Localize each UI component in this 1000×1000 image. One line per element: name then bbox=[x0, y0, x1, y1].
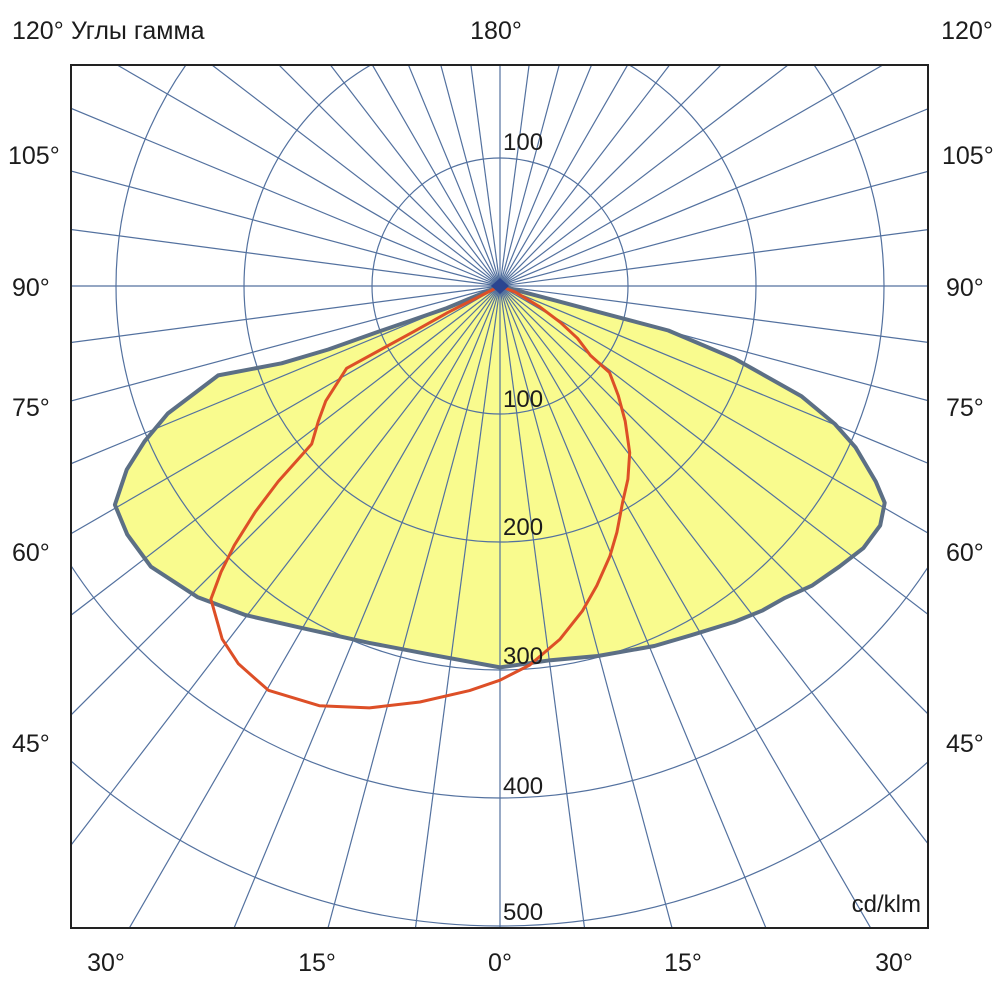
radial-tick-400: 400 bbox=[503, 773, 544, 800]
plot-frame bbox=[70, 64, 929, 929]
grid-ray bbox=[499, 65, 884, 287]
units-label: cd/klm bbox=[851, 891, 921, 918]
grid-ray bbox=[499, 229, 928, 287]
grid-ray bbox=[71, 285, 501, 535]
radial-tick-100-bottom: 100 bbox=[503, 386, 544, 413]
grid-ray bbox=[499, 285, 928, 715]
grid-ray bbox=[116, 65, 501, 287]
right-axis-label-75: 75° bbox=[946, 394, 984, 422]
grid-ray bbox=[499, 65, 530, 287]
grid-ray bbox=[499, 65, 629, 287]
grid-ray bbox=[499, 285, 928, 343]
bottom-axis-label-15l: 15° bbox=[298, 949, 336, 977]
grid-ray bbox=[499, 65, 789, 287]
radial-tick-100-top: 100 bbox=[503, 129, 544, 156]
left-axis-label-60: 60° bbox=[12, 539, 50, 567]
grid-ray bbox=[499, 285, 586, 928]
bottom-axis-label-30l: 30° bbox=[87, 949, 125, 977]
grid-ray bbox=[440, 65, 501, 287]
grid-ray bbox=[499, 108, 928, 287]
grid-ray bbox=[371, 65, 501, 287]
grid-ray bbox=[499, 285, 767, 928]
grid-ray bbox=[71, 285, 501, 344]
radial-tick-300: 300 bbox=[503, 643, 544, 670]
grid-ray bbox=[211, 65, 501, 287]
grid-ray bbox=[414, 285, 501, 928]
grid-ray bbox=[499, 285, 673, 928]
right-axis-label-45: 45° bbox=[946, 730, 984, 758]
grid-ray bbox=[71, 285, 501, 402]
grid-ray bbox=[499, 65, 593, 287]
bottom-axis-label-15r: 15° bbox=[664, 949, 702, 977]
angle-label-120-top-left: 120° bbox=[12, 17, 64, 45]
angle-label-120-top-right: 120° bbox=[941, 17, 993, 45]
grid-ray bbox=[128, 285, 501, 928]
grid-ray bbox=[499, 285, 928, 845]
grid-ray bbox=[71, 228, 501, 287]
grid-ray bbox=[233, 285, 501, 928]
grid-ray bbox=[71, 285, 501, 847]
grid-ray bbox=[499, 65, 671, 287]
radial-tick-500: 500 bbox=[503, 899, 544, 926]
right-axis-label-90: 90° bbox=[946, 274, 984, 302]
right-axis-label-60: 60° bbox=[946, 539, 984, 567]
grid-ray bbox=[71, 170, 501, 287]
center-dot bbox=[491, 278, 509, 294]
grid-ray bbox=[71, 285, 501, 616]
grid-ray bbox=[499, 65, 722, 287]
left-axis-label-45: 45° bbox=[12, 730, 50, 758]
grid-ray bbox=[499, 285, 928, 464]
narrow-curve bbox=[209, 284, 632, 710]
grid-ray bbox=[329, 65, 501, 287]
grid-ray bbox=[499, 285, 872, 928]
bottom-axis-label-0: 0° bbox=[488, 949, 512, 977]
right-axis-label-105: 105° bbox=[942, 142, 994, 170]
grid-ray bbox=[499, 65, 560, 287]
grid-ray bbox=[499, 285, 928, 534]
grid-ray bbox=[499, 285, 928, 616]
grid-ray bbox=[71, 285, 501, 716]
grid-ray bbox=[71, 107, 501, 287]
grid-ray bbox=[499, 170, 928, 287]
bottom-axis-label-30r: 30° bbox=[875, 949, 913, 977]
left-axis-label-75: 75° bbox=[12, 394, 50, 422]
grid-ray bbox=[407, 65, 501, 287]
grid-ray bbox=[71, 285, 501, 465]
wide-curve-outline bbox=[112, 284, 887, 670]
radial-tick-200: 200 bbox=[503, 514, 544, 541]
angle-label-180-top: 180° bbox=[470, 17, 522, 45]
grid-ray bbox=[278, 65, 501, 287]
grid-ray bbox=[470, 65, 501, 287]
page-title: Углы гамма bbox=[71, 17, 205, 45]
grid-ray bbox=[327, 285, 501, 928]
left-axis-label-105: 105° bbox=[8, 142, 60, 170]
left-axis-label-90: 90° bbox=[12, 274, 50, 302]
